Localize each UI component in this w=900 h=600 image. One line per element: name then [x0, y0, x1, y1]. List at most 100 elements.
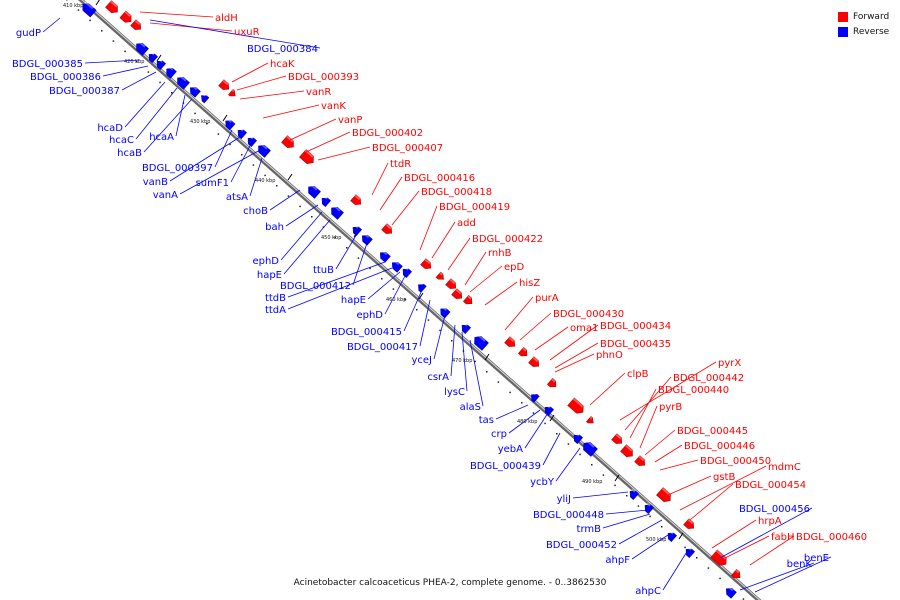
forward-gene[interactable] [586, 416, 595, 425]
forward-leader-line [484, 281, 518, 306]
reverse-gene[interactable] [529, 391, 540, 403]
forward-gene[interactable] [228, 89, 237, 98]
reverse-leader-line [508, 409, 541, 434]
reverse-gene[interactable] [199, 93, 210, 104]
forward-gene[interactable] [130, 19, 144, 33]
reverse-gene[interactable] [642, 502, 654, 514]
reverse-gene[interactable] [164, 65, 177, 79]
reverse-gene-label: ycbY [530, 477, 555, 488]
forward-gene[interactable] [119, 10, 134, 25]
reverse-gene[interactable] [154, 58, 166, 70]
reverse-leader-line [572, 491, 629, 499]
forward-gene[interactable] [420, 258, 434, 272]
forward-gene[interactable] [567, 397, 587, 416]
gene-arrow [611, 433, 623, 444]
minor-tick [544, 422, 546, 425]
reverse-gene[interactable] [319, 195, 331, 207]
reverse-gene[interactable] [378, 249, 391, 263]
reverse-gene[interactable] [175, 74, 190, 90]
forward-gene[interactable] [634, 455, 648, 469]
reverse-gene[interactable] [223, 118, 236, 131]
forward-gene-label: rnhB [488, 248, 512, 259]
reverse-leader-line [283, 219, 331, 275]
minor-tick [299, 205, 301, 208]
forward-gene[interactable] [620, 444, 636, 460]
reverse-gene[interactable] [627, 488, 639, 500]
minor-tick [486, 371, 488, 373]
reverse-gene[interactable] [360, 232, 373, 246]
tick-label: 440 kbp [255, 178, 275, 184]
reverse-leader-line [335, 231, 359, 270]
reverse-gene[interactable] [256, 142, 271, 158]
gene-arrow [148, 53, 158, 63]
forward-gene[interactable] [281, 135, 297, 151]
tick-mark [678, 532, 684, 540]
forward-gene[interactable] [451, 288, 465, 302]
reverse-gene[interactable] [80, 0, 97, 18]
forward-gene[interactable] [445, 278, 459, 292]
forward-gene[interactable] [381, 223, 395, 237]
forward-gene-label: BDGL_000450 [700, 456, 771, 467]
reverse-gene[interactable] [146, 51, 158, 63]
forward-leader-line [371, 162, 389, 196]
minor-tick [439, 329, 441, 332]
forward-gene-label: hcaK [270, 59, 295, 70]
forward-gene[interactable] [105, 0, 121, 16]
forward-gene-label: fabH [771, 532, 795, 543]
forward-gene[interactable] [547, 378, 558, 389]
reverse-gene[interactable] [245, 135, 257, 147]
reverse-gene-label: atsA [226, 192, 248, 203]
reverse-gene[interactable] [188, 84, 201, 98]
forward-gene[interactable] [218, 79, 232, 93]
reverse-gene[interactable] [350, 224, 362, 236]
reverse-gene-label: bah [265, 222, 284, 233]
reverse-gene[interactable] [542, 404, 554, 416]
forward-gene[interactable] [611, 433, 625, 447]
reverse-gene[interactable] [438, 306, 451, 319]
forward-gene[interactable] [731, 569, 742, 580]
gene-arrow [361, 235, 373, 246]
reverse-gene[interactable] [459, 322, 471, 334]
forward-gene[interactable] [504, 336, 518, 350]
gene-shine [455, 288, 462, 295]
reverse-gene-label: alaS [460, 402, 481, 413]
reverse-gene[interactable] [571, 432, 583, 444]
forward-gene[interactable] [463, 295, 474, 306]
reverse-gene[interactable] [580, 439, 598, 457]
reverse-gene[interactable] [400, 266, 412, 278]
reverse-gene[interactable] [390, 259, 403, 273]
forward-gene[interactable] [710, 549, 730, 568]
forward-gene[interactable] [528, 356, 542, 370]
reverse-gene[interactable] [134, 40, 149, 56]
reverse-gene[interactable] [306, 183, 321, 199]
gene-arrow [321, 197, 331, 207]
reverse-gene[interactable] [665, 530, 677, 542]
forward-gene[interactable] [299, 149, 316, 167]
gene-arrow [435, 271, 444, 280]
reverse-gene[interactable] [329, 204, 344, 220]
forward-gene[interactable] [350, 194, 364, 208]
forward-gene[interactable] [683, 518, 697, 532]
gene-shine [381, 249, 388, 256]
gene-shine [589, 416, 593, 420]
reverse-gene[interactable] [471, 333, 489, 351]
minor-tick [89, 19, 91, 22]
forward-gene[interactable] [518, 347, 529, 358]
forward-leader-line [749, 535, 795, 566]
reverse-gene[interactable] [235, 127, 247, 139]
tick-mark [614, 474, 620, 482]
minor-tick [357, 257, 360, 259]
gene-shine [463, 322, 468, 327]
reverse-leader-line [124, 81, 166, 128]
reverse-leader-line [384, 275, 406, 315]
reverse-gene[interactable] [416, 281, 427, 293]
tick-label: 430 kbp [190, 119, 210, 125]
reverse-gene[interactable] [724, 585, 737, 599]
forward-gene-label: epD [504, 262, 525, 273]
forward-gene[interactable] [435, 271, 446, 282]
forward-gene[interactable] [656, 487, 673, 505]
gene-shine [124, 10, 132, 18]
forward-gene-label: BDGL_000440 [658, 385, 729, 396]
reverse-leader-line [42, 17, 61, 33]
forward-gene-label: hisZ [519, 278, 540, 289]
